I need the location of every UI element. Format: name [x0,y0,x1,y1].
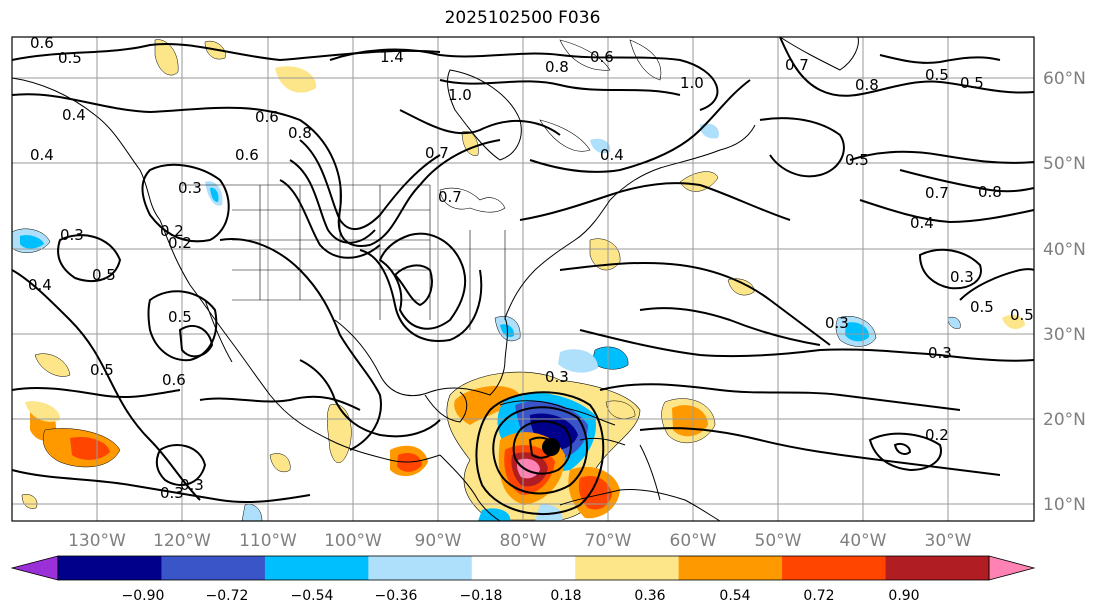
lon-label: 100°W [324,531,382,551]
lon-label: 30°W [925,531,972,551]
contour-label: 0.8 [288,124,312,142]
contour-label: 0.3 [825,314,849,332]
lon-label: 110°W [239,531,297,551]
colorbar-tick-label: −0.54 [291,588,334,604]
contour-label: 0.4 [30,146,54,164]
contour-label: 0.3 [60,226,84,244]
contour-label: 0.5 [58,49,82,67]
contour-label: 0.5 [845,151,869,169]
colorbar-tick-label: 0.36 [634,588,665,604]
contour-label: 0.4 [28,276,52,294]
contour-label: 0.6 [255,108,279,126]
colorbar-outline [57,555,990,581]
colorbar-extend-min [10,555,59,581]
colorbar-tick-labels: −0.90 −0.72 −0.54 −0.36 −0.18 0.18 0.36 … [122,588,920,604]
contour-label: 0.5 [960,74,984,92]
colorbar-segment [58,556,162,580]
lon-label: 120°W [153,531,211,551]
lon-label: 70°W [585,531,632,551]
lon-label: 130°W [68,531,126,551]
storm-center-marker [542,438,560,456]
contour-label: 0.2 [168,234,192,252]
colorbar-segment [782,556,887,580]
graticule [12,37,1034,521]
contour-label: 0.8 [855,76,879,94]
colorbar-segment [471,556,576,580]
contour-label: 0.7 [425,144,449,162]
longitude-labels: 130°W 120°W 110°W 100°W 90°W 80°W 70°W 6… [68,531,972,551]
lat-label: 50°N [1043,154,1086,174]
lat-label: 60°N [1043,69,1086,89]
colorbar-tick-label: 0.18 [550,588,581,604]
colorbar-segment [368,556,473,580]
contour-label: 0.5 [970,298,994,316]
colorbar-tick-label: −0.90 [122,588,165,604]
colorbar-tick-label: −0.18 [460,588,503,604]
lon-label: 50°W [755,531,802,551]
contour-labels: 0.6 0.5 1.4 1.0 0.8 0.6 0.7 0.5 0.4 0.6 … [28,34,1034,502]
colorbar-segment [161,556,266,580]
contour-label: 1.4 [380,48,404,66]
contour-label: 0.6 [235,146,259,164]
colorbar-segment [575,556,680,580]
contour-label: 0.4 [600,146,624,164]
colorbar-tick-label: 0.54 [719,588,750,604]
lat-label: 40°N [1043,240,1086,260]
contour-label: 0.6 [590,48,614,66]
contour-label: 0.5 [90,361,114,379]
lon-label: 40°W [840,531,887,551]
contour-label: 0.4 [910,214,934,232]
colorbar [10,555,1036,581]
contour-label: 0.3 [178,179,202,197]
colorbar-tick-label: 0.72 [803,588,834,604]
lat-label: 30°N [1043,325,1086,345]
contour-label: 0.3 [160,484,184,502]
contour-label: 0.2 [925,426,949,444]
colorbar-extend-max [988,555,1036,581]
contour-label: 1.0 [448,86,472,104]
colorbar-tick-label: 0.90 [888,588,919,604]
lat-label: 20°N [1043,410,1086,430]
contour-label: 0.7 [785,56,809,74]
lon-label: 60°W [670,531,717,551]
contour-label: 0.3 [545,368,569,386]
anomaly-fills [11,39,1025,522]
contour-label: 0.5 [168,308,192,326]
contour-label: 0.4 [62,106,86,124]
contour-label: 0.5 [1010,306,1034,324]
map-title: 2025102500 F036 [444,8,601,28]
colorbar-segment [885,556,990,580]
contour-lines [11,36,1035,516]
contour-label: 0.8 [545,58,569,76]
latitude-labels: 60°N 50°N 40°N 30°N 20°N 10°N [1043,69,1086,515]
contour-label: 1.0 [680,74,704,92]
contour-label: 0.3 [180,476,204,494]
colorbar-segment [264,556,369,580]
contour-label: 0.5 [92,266,116,284]
contour-label: 0.7 [925,184,949,202]
contour-label: 0.8 [978,183,1002,201]
lon-label: 80°W [500,531,547,551]
contour-label: 0.5 [925,66,949,84]
contour-label: 0.6 [30,34,54,52]
contour-label: 0.3 [950,268,974,286]
lon-label: 90°W [415,531,462,551]
colorbar-tick-label: −0.36 [375,588,418,604]
colorbar-segment [678,556,783,580]
map-frame [11,36,1035,522]
contour-label: 0.7 [438,188,462,206]
contour-label: 0.2 [160,222,184,240]
colorbar-tick-label: −0.72 [206,588,249,604]
contour-label: 0.3 [928,344,952,362]
contour-label: 0.6 [162,371,186,389]
lat-label: 10°N [1043,495,1086,515]
